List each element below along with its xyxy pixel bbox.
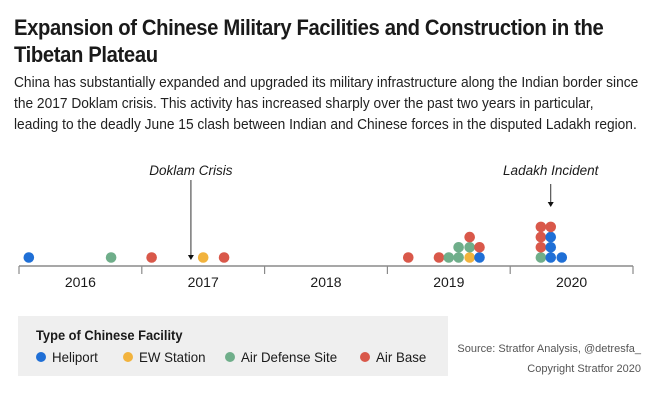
x-tick-label: 2017 [188,274,219,290]
legend-label: Heliport [52,349,98,365]
legend-item-ew-station: EW Station [123,349,209,365]
source-note: Source: Stratfor Analysis, @detresfa_ [457,343,641,355]
dot-heliport [545,252,557,263]
legend-item-air-defense-site: Air Defense Site [225,349,342,365]
dot-airdefense [105,252,117,263]
dot-airdefense [464,242,475,253]
dot-heliport [556,252,568,263]
x-tick-label: 2016 [65,274,96,290]
legend: Type of Chinese Facility Heliport EW Sta… [18,316,448,376]
x-tick-label: 2020 [556,274,587,290]
dots [23,221,568,263]
timeline-chart: 2016 2017 2018 2019 2020 Doklam Crisis Ladakh… [18,163,634,290]
dot-heliport [545,242,557,253]
x-axis: 2016 2017 2018 2019 2020 [18,265,634,290]
legend-title: Type of Chinese Facility [36,327,183,343]
chart-title: Expansion of Chinese Military Facilities… [14,15,604,67]
annotation-arrowhead-icon [547,202,554,207]
dot-airbase [535,231,547,243]
x-tick-label: 2019 [433,274,464,290]
dot-airdefense [535,252,547,263]
legend-label: EW Station [139,349,206,365]
heliport-swatch-icon [36,352,46,362]
dot-airbase [535,221,547,233]
chart-subtitle: China has substantially expanded and upg… [14,74,639,133]
dot-airbase [535,242,547,253]
dot-ew [464,252,475,263]
annotation-arrowhead-icon [187,255,194,260]
dot-airdefense [443,252,455,263]
annotations: Doklam Crisis Ladakh Incident [149,163,600,260]
dot-heliport [545,231,557,243]
x-tick-label: 2018 [310,274,341,290]
dot-airbase [464,231,475,243]
air-base-swatch-icon [360,352,370,362]
legend-item-heliport: Heliport [36,349,100,365]
dot-airdefense [453,242,464,253]
dot-airbase [402,252,414,263]
dot-ew [197,252,209,263]
dot-heliport [23,252,35,263]
dot-airbase [474,242,485,253]
annotation-label: Doklam Crisis [149,163,233,178]
legend-label: Air Base [376,349,427,365]
legend-label: Air Defense Site [241,349,338,365]
air-defense-swatch-icon [225,352,235,362]
dot-airbase [146,252,157,263]
dot-airdefense [453,252,464,263]
copyright-note: Copyright Stratfor 2020 [527,363,641,375]
legend-item-air-base: Air Base [360,349,429,365]
dot-airbase [433,252,445,263]
dot-airbase [218,252,230,263]
dot-airbase [545,221,557,233]
annotation-label: Ladakh Incident [503,163,600,178]
ew-station-swatch-icon [123,352,133,362]
dot-heliport [474,252,485,263]
